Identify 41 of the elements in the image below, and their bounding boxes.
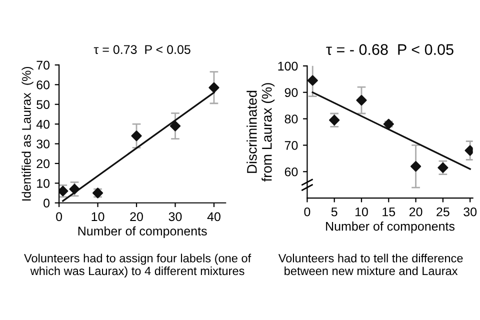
y-tick-label: 90 — [284, 88, 298, 98]
x-tick-label: 0 — [56, 212, 62, 222]
y-tick-label: 100 — [278, 62, 298, 71]
point — [208, 82, 220, 93]
text: Volunteers had to assign four labels (one of which was Laurax) to 4 different mixtures — [24, 254, 252, 278]
y-tick-label: 20 — [36, 159, 50, 168]
x-tick-label: 20 — [130, 212, 143, 222]
y-tick-label: 70 — [36, 60, 50, 70]
y-axis-title: Discriminated from Laurax (%) — [246, 83, 275, 182]
y-tick-label: 0 — [44, 198, 50, 208]
point — [410, 161, 422, 172]
point — [170, 120, 181, 132]
point — [307, 75, 318, 86]
point — [356, 94, 367, 106]
chart-title: τ = 0.73 P < 0.05 — [94, 45, 190, 54]
text: Volunteers had to tell the difference between new mixture and Laurax — [278, 254, 463, 276]
x-axis-title: Number of components — [78, 226, 207, 238]
y-tick-label: 10 — [37, 178, 50, 188]
x-axis-title: Number of components — [326, 222, 455, 234]
point — [69, 184, 80, 194]
x-tick-label: 10 — [355, 207, 368, 216]
y-tick-label: 80 — [284, 114, 298, 124]
y-tick-label: 30 — [36, 140, 50, 148]
point — [59, 186, 68, 196]
x-tick-label: 5 — [331, 208, 338, 216]
x-tick-label: 30 — [168, 212, 182, 222]
chart-title: τ = - 0.68 P < 0.05 — [326, 44, 454, 55]
y-tick-label: 40 — [36, 120, 50, 129]
y-axis-title: Identified as Laurax (%) — [22, 66, 34, 201]
y-tick-label: 60 — [36, 80, 50, 90]
x-tick-label: 40 — [207, 212, 220, 222]
x-tick-label: 0 — [304, 207, 310, 216]
x-tick-label: 25 — [436, 207, 450, 216]
x-tick-label: 10 — [92, 212, 104, 222]
x-tick-label: 20 — [409, 207, 422, 216]
x-tick-label: 30 — [464, 207, 477, 216]
point — [131, 130, 142, 142]
y-tick-label: 60 — [284, 167, 298, 176]
y-tick-label: 70 — [284, 141, 298, 150]
x-tick-label: 15 — [382, 208, 396, 216]
y-tick-label: 50 — [36, 100, 50, 110]
